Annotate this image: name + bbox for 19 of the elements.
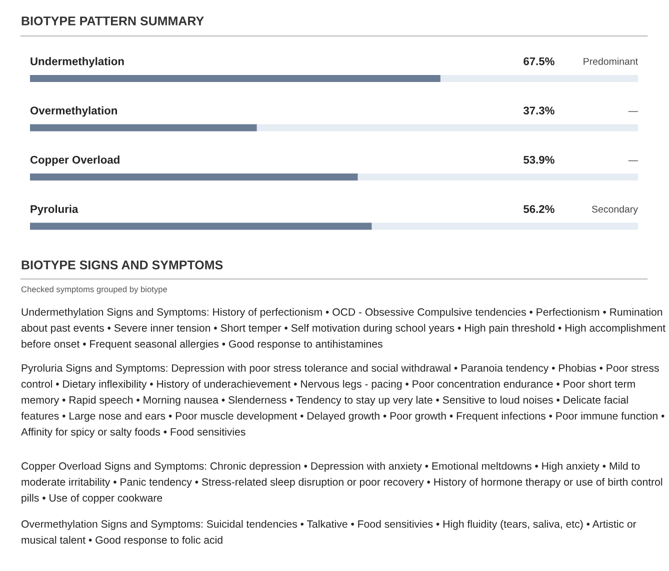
data-label: 53.9%	[524, 156, 554, 164]
data-label: 56.2%	[524, 205, 554, 213]
text: Pyroluria Signs and Symptoms: Depression with poor stress tolerance and social withdrawal • Paranoia tendency • Phobias • Poor stress control • Dietary inflexibility • History of underachievement • Nervous legs - pacing • Poor concentration endurance • Poor short term memory • Rapid speech • Morning nausea • Slenderness • Tendency to stay up very late • Sensitive to loud noises • Delicate facial features • Large nose and ears • Poor muscle development • Delayed growth • Poor growth • Frequent infections • Poor immune function • Affinity for spicy or salty foods • Food sensitivies	[21, 364, 664, 438]
y-tick-label: Overmethylation	[30, 106, 117, 117]
text: Checked symptoms grouped by biotype	[21, 286, 168, 294]
annotation: —	[628, 160, 638, 162]
text: Copper Overload Signs and Symptoms: Chronic depression • Depression with anxiety • Emotional meltdowns • High anxiety • Mild to moderate irritability • Panic tendency • Stress-related sleep disruption or poor recovery • History of hormone therapy or use of birth control pills • Use of copper cookware	[22, 462, 662, 504]
annotation: Predominant	[584, 58, 638, 65]
text: BIOTYPE SIGNS AND SYMPTOMS	[22, 260, 223, 270]
text: Overmethylation Signs and Symptoms: Suicidal tendencies • Talkative • Food sensitivies • High fluidity (tears, saliva, etc) • Artistic or musical talent • Good response to folic acid	[22, 520, 636, 546]
y-tick-label: Copper Overload	[30, 156, 120, 166]
chart-title: BIOTYPE PATTERN SUMMARY	[22, 16, 204, 26]
data-label: 67.5%	[524, 57, 554, 66]
y-tick-label: Pyroluria	[30, 204, 78, 216]
annotation: Secondary	[592, 205, 638, 215]
text: Undermethylation Signs and Symptoms: History of perfectionism • OCD - Obsessive Compulsive tendencies • Perfectionism • Rumination about past events • Severe inner tension • Short temper • Self motivation during school years • High pain threshold • High accomplishment before onset • Frequent seasonal allergies • Good response to antihistamines	[21, 308, 666, 350]
data-label: 37.3%	[523, 106, 554, 114]
y-tick-label: Undermethylation	[30, 57, 124, 68]
annotation: —	[628, 111, 638, 112]
